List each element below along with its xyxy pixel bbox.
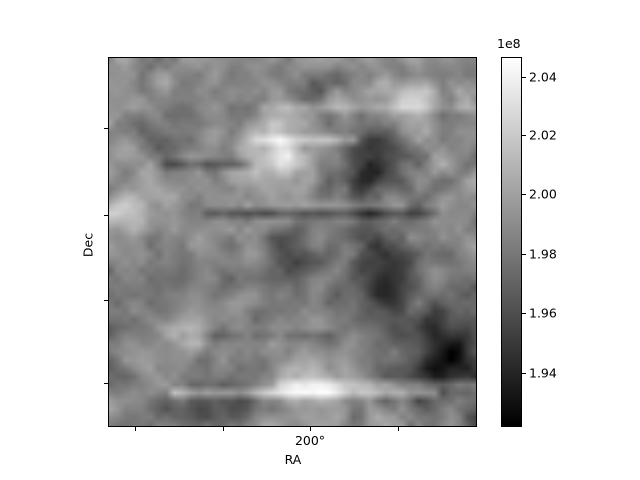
x-tick-mark xyxy=(310,427,312,431)
colorbar-gradient xyxy=(501,57,522,427)
colorbar-tick-mark xyxy=(522,254,526,256)
colorbar-tick-mark xyxy=(522,194,526,196)
y-tick-mark xyxy=(104,383,108,385)
x-tick-mark xyxy=(223,427,225,431)
colorbar-tick-label: 2.02 xyxy=(529,127,557,143)
colorbar-tick-label: 1.98 xyxy=(529,246,557,262)
colorbar-tick-label: 2.04 xyxy=(529,69,557,85)
colorbar-tick-label: 2.00 xyxy=(529,186,557,202)
colorbar-offset-text: 1e8 xyxy=(497,36,521,51)
y-tick-mark xyxy=(104,300,108,302)
x-axis-label: RA xyxy=(284,452,302,467)
y-axis-label: Dec xyxy=(80,232,96,258)
colorbar-tick-mark xyxy=(522,135,526,137)
y-tick-mark xyxy=(104,215,108,217)
colorbar-tick-label: 1.96 xyxy=(529,305,557,321)
x-tick-mark xyxy=(135,427,137,431)
y-tick-mark xyxy=(104,128,108,130)
x-tick-label: 200° xyxy=(294,433,326,448)
sky-brightness-heatmap[interactable] xyxy=(109,58,476,426)
colorbar-tick-mark xyxy=(522,373,526,375)
colorbar-tick-mark xyxy=(522,77,526,79)
x-tick-mark xyxy=(398,427,400,431)
colorbar-tick-label: 1.94 xyxy=(529,365,557,381)
colorbar-tick-mark xyxy=(522,313,526,315)
colorbar[interactable] xyxy=(501,57,522,427)
sky-map-axes[interactable] xyxy=(108,57,477,427)
